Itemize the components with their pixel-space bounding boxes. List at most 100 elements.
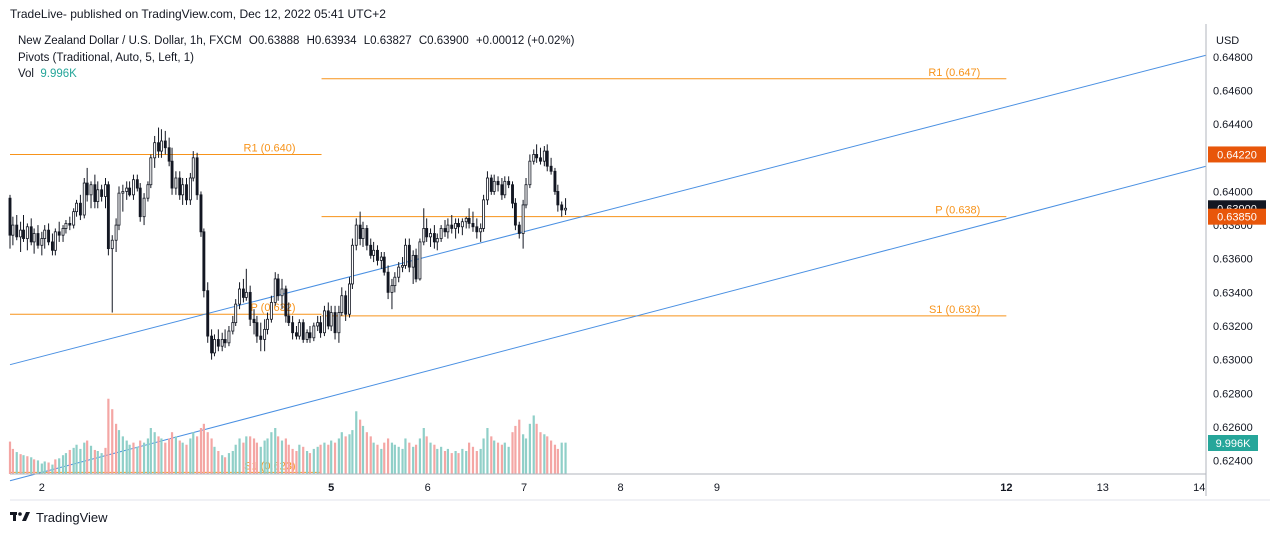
volume-bar xyxy=(308,453,312,474)
legend-volume-value: 9.996K xyxy=(40,68,77,80)
candle-body xyxy=(185,184,188,201)
candle-body xyxy=(358,224,362,239)
candle-body xyxy=(195,157,199,196)
legend-pivots[interactable]: Pivots (Traditional, Auto, 5, Left, 1) xyxy=(18,51,194,64)
candle-body xyxy=(376,249,379,261)
volume-bar xyxy=(348,434,351,474)
candle-body xyxy=(379,256,383,261)
price-badge xyxy=(1208,208,1266,225)
candle-body xyxy=(61,228,65,236)
volume-bar xyxy=(132,442,135,474)
volume-bar xyxy=(543,434,546,474)
candle-body xyxy=(397,266,401,278)
candle-body xyxy=(322,310,326,334)
volume-bar xyxy=(234,444,237,474)
candle-body xyxy=(467,217,471,224)
legend-volume[interactable]: Vol 9.996K xyxy=(18,66,578,83)
volume-bar xyxy=(249,436,252,474)
volume-bar xyxy=(418,438,422,474)
volume-bar xyxy=(15,452,18,474)
pivot-label: R1 (0.640) xyxy=(244,142,296,154)
volume-bar xyxy=(58,458,61,474)
volume-bar xyxy=(316,446,319,474)
volume-bar xyxy=(139,440,142,474)
volume-bar xyxy=(443,451,447,474)
volume-bar xyxy=(450,453,453,474)
candle-body xyxy=(53,231,57,251)
volume-bar xyxy=(117,430,121,474)
candle-body xyxy=(43,229,47,239)
volume-bar xyxy=(414,444,418,474)
candle-body xyxy=(386,271,390,293)
candle-body xyxy=(450,224,454,229)
candle-body xyxy=(305,332,309,340)
volume-bar xyxy=(344,436,347,474)
price-tick-label: 0.63000 xyxy=(1213,355,1253,367)
volume-bar xyxy=(185,444,188,474)
volume-bar xyxy=(227,453,231,474)
candle-body xyxy=(178,177,182,196)
volume-bar xyxy=(93,449,96,474)
candle-body xyxy=(524,184,528,206)
candle-body xyxy=(149,157,153,186)
time-tick-label: 5 xyxy=(328,482,334,494)
volume-bar xyxy=(111,409,114,474)
volume-bar xyxy=(528,423,531,474)
candle-body xyxy=(496,180,500,186)
candle-body xyxy=(513,202,517,226)
candle-body xyxy=(255,322,259,337)
candle-body xyxy=(47,229,51,243)
candle-body xyxy=(206,290,210,337)
candle-body xyxy=(482,199,486,229)
volume-bar xyxy=(412,446,415,474)
volume-bar xyxy=(312,448,315,474)
candle-body xyxy=(191,157,195,179)
volume-bar xyxy=(104,447,107,474)
volume-bar xyxy=(461,448,464,474)
volume-bar xyxy=(482,438,485,474)
candle-body xyxy=(199,194,203,233)
candle-body xyxy=(89,184,93,196)
candle-body xyxy=(276,278,280,297)
volume-bar xyxy=(465,451,468,474)
candle-body xyxy=(560,204,564,211)
candle-body xyxy=(125,187,129,192)
volume-bar xyxy=(284,438,287,474)
candle-body xyxy=(216,339,220,347)
volume-bar xyxy=(231,451,234,474)
time-tick-label: 6 xyxy=(425,482,431,494)
candle-body xyxy=(372,249,376,256)
candle-body xyxy=(545,150,549,167)
candle-body xyxy=(326,310,330,327)
candle-body xyxy=(238,288,241,305)
candle-body xyxy=(404,244,407,266)
volume-bar xyxy=(168,438,171,474)
candle-body xyxy=(234,303,238,324)
candle-body xyxy=(382,256,386,273)
volume-bar xyxy=(386,438,390,474)
channel-lines[interactable] xyxy=(9,54,1207,482)
volume-bar xyxy=(196,436,199,474)
candle-body xyxy=(329,312,333,327)
candle-body xyxy=(507,180,511,186)
candle-body xyxy=(100,189,104,197)
volume-bar xyxy=(359,419,362,474)
volume-bar xyxy=(47,462,50,474)
volume-bar xyxy=(174,436,177,474)
candle-body xyxy=(25,226,29,239)
volume-bar xyxy=(305,451,309,474)
volume-bar xyxy=(518,419,521,474)
legend-close: C0.63900 xyxy=(418,35,469,47)
candle-body xyxy=(223,339,227,344)
price-tick-label: 0.62400 xyxy=(1213,456,1253,468)
candle-body xyxy=(284,288,288,317)
candle-body xyxy=(163,140,167,149)
candle-body xyxy=(146,184,150,199)
candle-body xyxy=(503,180,507,196)
candle-body xyxy=(479,228,483,233)
candle-body xyxy=(19,229,23,238)
legend-open: O0.63888 xyxy=(248,35,300,47)
candle-body xyxy=(104,184,107,197)
footer: TradingView xyxy=(10,510,108,525)
